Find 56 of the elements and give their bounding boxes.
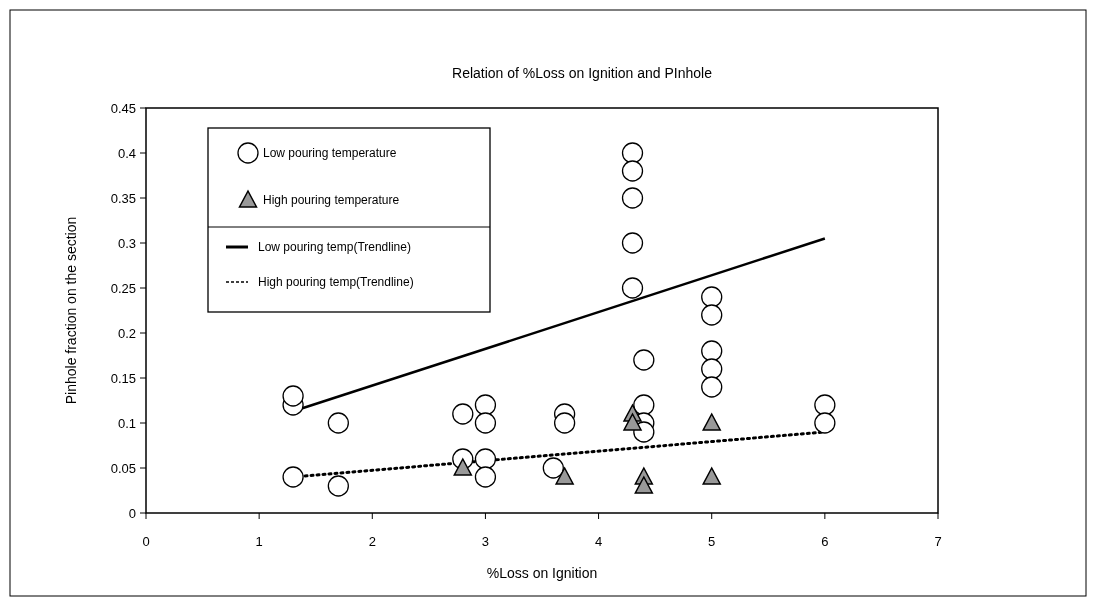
legend-label: High pouring temperature	[263, 193, 400, 208]
x-tick-label: 3	[481, 534, 490, 549]
point	[701, 376, 723, 398]
point	[327, 475, 349, 497]
x-tick-label: 2	[368, 534, 376, 549]
point	[282, 466, 304, 488]
point	[542, 457, 564, 479]
point	[621, 232, 644, 254]
point	[814, 412, 836, 434]
point	[701, 340, 723, 362]
legend-label: High pouring temp(Trendline)	[258, 275, 414, 290]
point	[621, 277, 644, 299]
y-tick-label: 0.4	[117, 145, 136, 161]
point	[327, 412, 349, 434]
point	[452, 403, 474, 425]
y-tick-label: 0.1	[117, 415, 136, 431]
legend-label: Low pouring temp(Trendline)	[258, 240, 411, 255]
x-tick-label: 1	[255, 534, 263, 549]
x-tick-label: 5	[708, 534, 716, 549]
y-tick-label: 0.05	[110, 460, 136, 476]
point	[702, 413, 721, 431]
point	[474, 394, 497, 416]
y-tick-label: 0.15	[110, 370, 136, 386]
point	[553, 412, 576, 434]
point	[623, 413, 642, 431]
point	[634, 476, 654, 494]
point	[814, 394, 836, 416]
point	[702, 467, 721, 485]
x-tick-label: 4	[594, 534, 603, 549]
point	[701, 358, 723, 380]
point	[621, 160, 644, 182]
y-tick-label: 0.45	[110, 100, 136, 116]
chart-title: Relation of %Loss on Ignition and PInhole	[452, 65, 713, 81]
y-tick-label: 0.35	[110, 190, 136, 206]
point	[701, 304, 723, 326]
point	[474, 466, 497, 488]
y-tick-label: 0.2	[117, 325, 136, 341]
point	[453, 458, 473, 476]
point	[621, 187, 644, 209]
point	[474, 412, 497, 434]
x-tick-label: 6	[821, 534, 829, 549]
x-axis-title: %Loss on Ignition	[486, 565, 598, 581]
point	[474, 448, 497, 470]
point	[633, 394, 655, 416]
y-tick-label: 0.25	[110, 280, 136, 296]
point	[621, 142, 644, 164]
y-tick-label: 0.3	[117, 235, 136, 251]
y-axis-title: Pinhole fraction on the section	[63, 216, 79, 405]
point	[555, 467, 574, 485]
point	[633, 349, 655, 371]
x-tick-label: 0	[142, 534, 150, 549]
x-tick-label: 7	[934, 534, 942, 549]
point	[282, 385, 304, 407]
y-tick-label: 0	[128, 505, 136, 521]
point	[701, 286, 723, 308]
legend-label: Low pouring temperature	[263, 146, 397, 161]
